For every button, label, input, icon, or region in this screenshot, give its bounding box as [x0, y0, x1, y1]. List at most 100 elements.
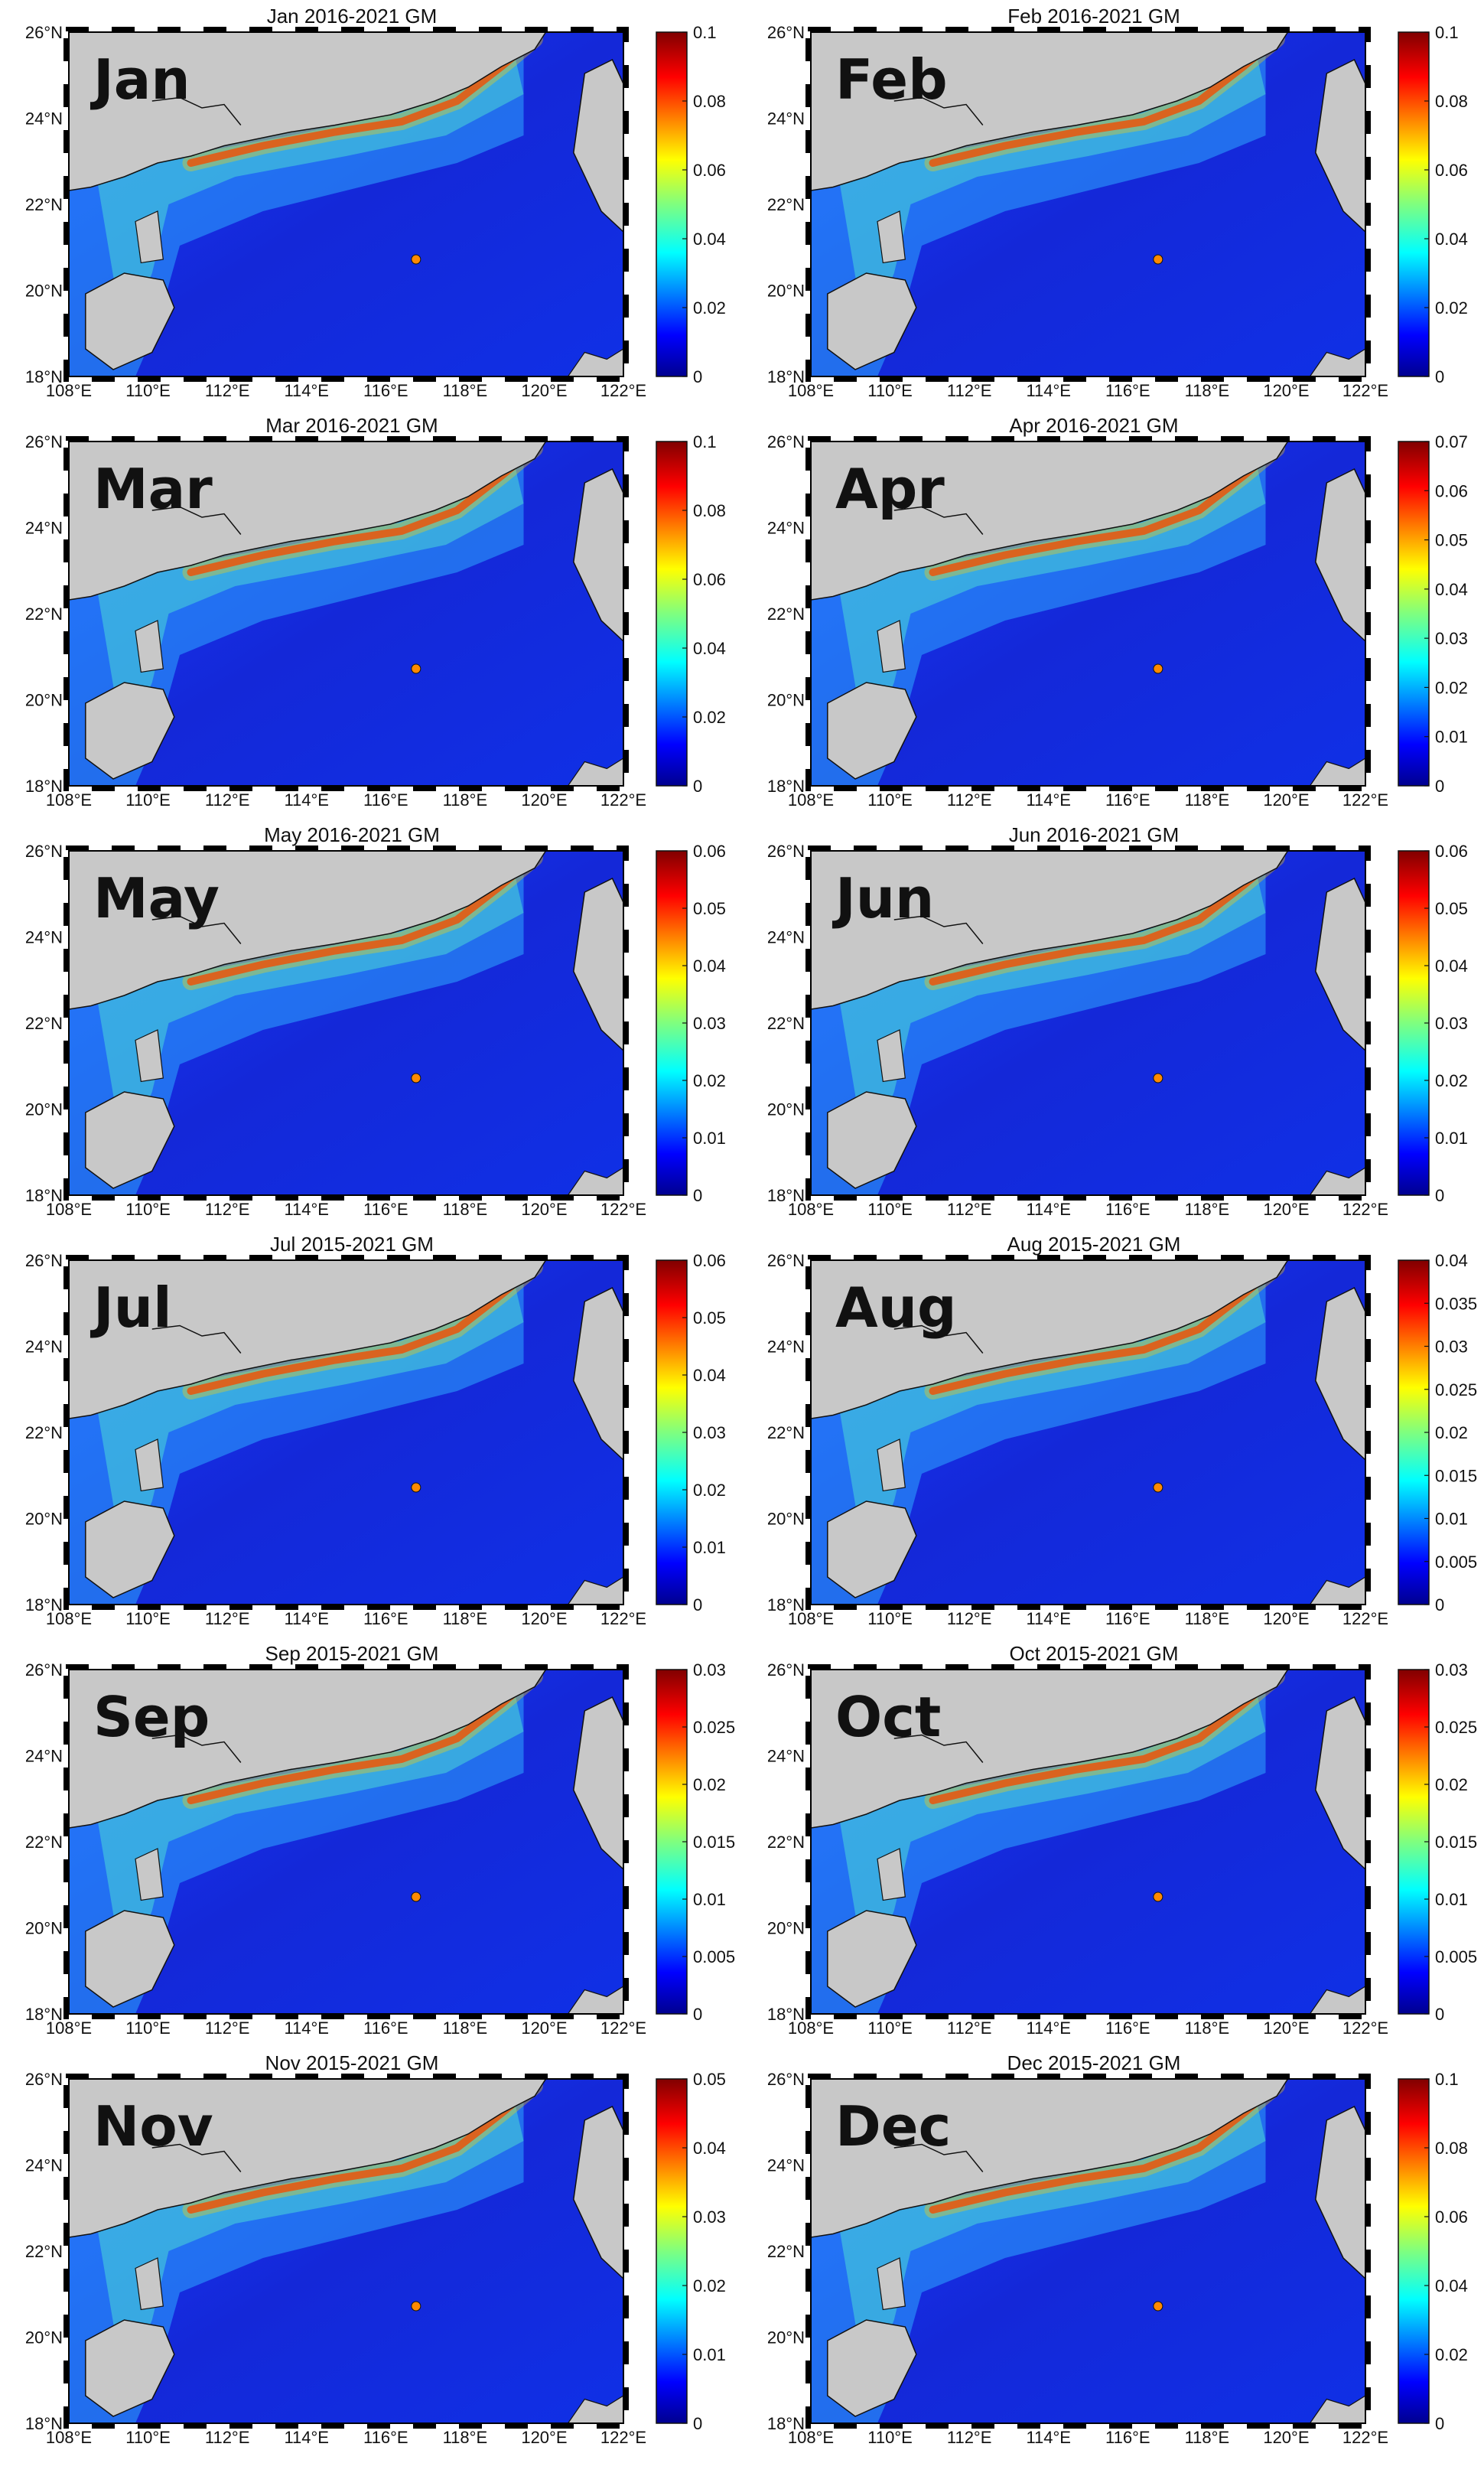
colorbar-tick-label: 0.06 — [1435, 161, 1468, 180]
river-line — [151, 96, 242, 125]
lon-tick-label: 120°E — [521, 2018, 567, 2038]
lon-tick-label: 122°E — [600, 381, 646, 400]
colorbar — [1398, 31, 1430, 377]
lat-tick-label: 26°N — [767, 2070, 805, 2089]
lat-tick-label: 26°N — [767, 1251, 805, 1270]
lat-tick-label: 18°N — [25, 2005, 63, 2024]
panel-title: Dec 2015-2021 GM — [1007, 2051, 1181, 2074]
mainland-land — [810, 2078, 1289, 2238]
dongsha-atoll-marker — [411, 1482, 421, 1493]
panel-title: Oct 2015-2021 GM — [1009, 1642, 1179, 1665]
colorbar-tick-label: 0.02 — [693, 1775, 726, 1794]
river-line — [893, 915, 984, 944]
panel-title: Feb 2016-2021 GM — [1007, 5, 1180, 28]
colorbar-tick-label: 0 — [1435, 1595, 1444, 1614]
hainan-island — [85, 682, 175, 780]
dongsha-atoll-marker — [1153, 254, 1163, 265]
lat-tick-label: 26°N — [25, 432, 63, 451]
colorbar-tick-label: 0.02 — [693, 298, 726, 318]
hainan-island — [827, 1910, 917, 2008]
hainan-island — [827, 2319, 917, 2417]
colorbar-tick-label: 0.06 — [693, 1251, 726, 1270]
map-frame-ticks — [805, 1255, 1371, 1610]
colorbar-tick-label: 0.02 — [693, 1481, 726, 1500]
colorbar-tick-label: 0 — [693, 1595, 702, 1614]
lat-tick-label: 22°N — [767, 195, 805, 214]
lon-tick-label: 108°E — [788, 1200, 834, 1219]
colorbar-tick-label: 0.06 — [693, 570, 726, 589]
dongsha-atoll-marker — [1153, 1073, 1163, 1083]
colorbar — [1398, 1259, 1430, 1605]
lon-tick-label: 118°E — [443, 381, 488, 400]
panel-title: Apr 2016-2021 GM — [1009, 414, 1179, 437]
colorbar-tick-label: 0.015 — [1435, 1833, 1477, 1852]
map-panel-feb: Feb 2016-2021 GM 18°N 20°N 22°N 24°N 26°N 108°… — [742, 0, 1484, 409]
colorbar-tick-label: 0 — [693, 367, 702, 386]
lon-tick-label: 114°E — [284, 2428, 329, 2447]
colorbar-tick-label: 0 — [1435, 1186, 1444, 1205]
map-plot: 18°N 20°N 22°N 24°N 26°N 108°E 110°E 112°E 114°E… — [767, 2070, 1468, 2447]
leizhou-peninsula — [135, 210, 164, 264]
colorbar-tick-label: 0 — [1435, 367, 1444, 386]
lon-tick-label: 108°E — [46, 2428, 92, 2447]
colorbar-tick-label: 0.07 — [1435, 432, 1468, 451]
lon-tick-label: 118°E — [1185, 381, 1230, 400]
lon-tick-label: 114°E — [1026, 1609, 1071, 1628]
lon-tick-label: 114°E — [284, 1609, 329, 1628]
lon-tick-label: 120°E — [521, 381, 567, 400]
lon-tick-label: 112°E — [205, 1200, 250, 1219]
hainan-island — [85, 1091, 175, 1189]
lon-tick-label: 116°E — [1105, 1200, 1150, 1219]
river-line — [151, 1324, 242, 1354]
lat-tick-label: 18°N — [25, 2414, 63, 2433]
mainland-land — [68, 31, 547, 191]
dongsha-atoll-marker — [411, 1073, 421, 1083]
mainland-land — [810, 31, 1289, 191]
lat-tick-label: 18°N — [767, 367, 805, 386]
colorbar-tick-label: 0.04 — [1435, 230, 1468, 249]
colorbar-tick-label: 0 — [693, 2005, 702, 2024]
lon-tick-label: 110°E — [867, 1609, 913, 1628]
lon-tick-label: 112°E — [947, 1200, 992, 1219]
dongsha-atoll-marker — [1153, 2301, 1163, 2312]
lat-tick-label: 24°N — [25, 2156, 63, 2175]
colorbar-tick-label: 0.01 — [693, 1129, 726, 1148]
colorbar-tick-label: 0.01 — [1435, 728, 1468, 747]
colorbar-tick-label: 0.03 — [693, 1014, 726, 1033]
lon-tick-label: 120°E — [521, 1200, 567, 1219]
colorbar-tick-label: 0 — [693, 1186, 702, 1205]
colorbar-tick-label: 0.03 — [693, 1660, 726, 1680]
lon-tick-label: 112°E — [947, 381, 992, 400]
lon-tick-label: 110°E — [867, 2428, 913, 2447]
colorbar-tick-label: 0.01 — [1435, 1510, 1468, 1529]
lat-tick-label: 20°N — [25, 2328, 63, 2348]
lon-tick-label: 120°E — [1263, 1200, 1309, 1219]
lon-tick-label: 114°E — [1026, 2428, 1071, 2447]
river-line — [151, 1734, 242, 1763]
lat-tick-label: 20°N — [25, 691, 63, 710]
lon-tick-label: 122°E — [1342, 2018, 1388, 2038]
colorbar-tick-label: 0.04 — [693, 956, 726, 976]
shelf-band — [811, 448, 1266, 786]
lon-tick-label: 110°E — [125, 381, 171, 400]
lon-tick-label: 110°E — [867, 790, 913, 810]
lon-tick-label: 118°E — [443, 790, 488, 810]
colorbar-tick-label: 0.035 — [1435, 1294, 1477, 1313]
map-panel-dec: Dec 2015-2021 GM 18°N 20°N 22°N 24°N 26°N 108°… — [742, 2047, 1484, 2456]
map-frame-ticks — [63, 27, 629, 382]
lon-tick-label: 108°E — [788, 1609, 834, 1628]
lon-tick-label: 110°E — [867, 1200, 913, 1219]
panel-title: Jun 2016-2021 GM — [1008, 823, 1180, 846]
colorbar-tick-label: 0.005 — [693, 1947, 735, 1966]
lat-tick-label: 22°N — [25, 1423, 63, 1442]
lat-tick-label: 18°N — [767, 2414, 805, 2433]
river-line — [151, 915, 242, 944]
leizhou-peninsula — [877, 1848, 906, 1901]
map-panel-apr: Apr 2016-2021 GM 18°N 20°N 22°N 24°N 26°N 108°… — [742, 409, 1484, 819]
lat-tick-label: 22°N — [25, 1833, 63, 1852]
lat-tick-label: 20°N — [25, 1919, 63, 1938]
colorbar-tick-label: 0.03 — [693, 1423, 726, 1442]
leizhou-peninsula — [877, 1438, 906, 1492]
map-frame — [810, 1259, 1366, 1605]
lat-tick-label: 22°N — [767, 604, 805, 624]
